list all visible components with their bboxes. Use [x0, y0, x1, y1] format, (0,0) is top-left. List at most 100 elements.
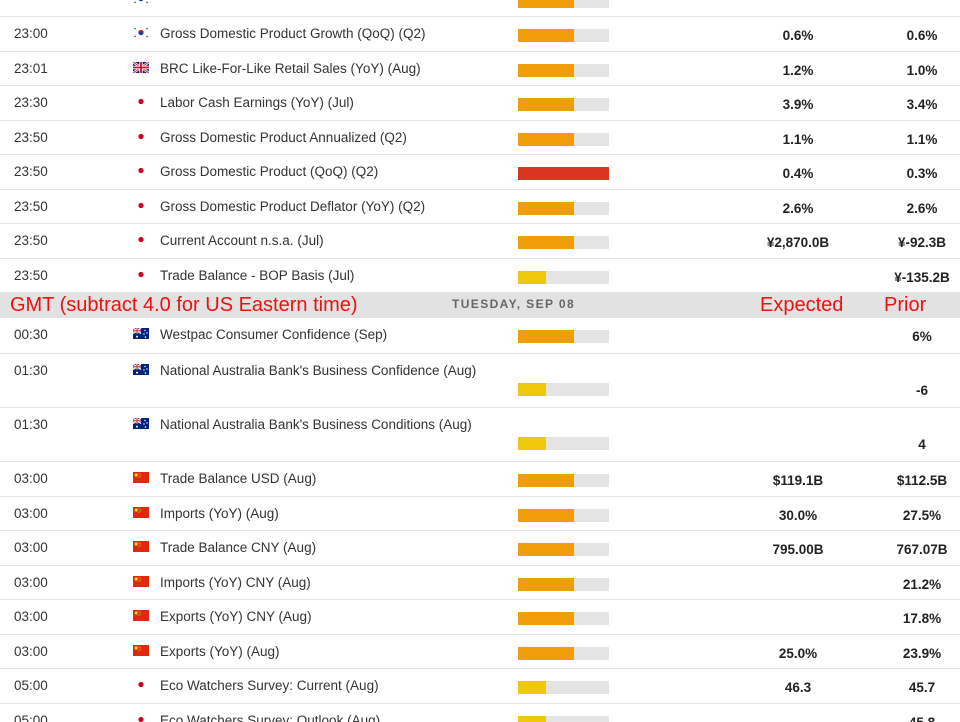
impact-bar-fill	[518, 474, 574, 487]
prior-value: $112.5B	[896, 473, 948, 488]
impact-bar	[518, 271, 609, 284]
expected-value: 0.4%	[782, 166, 814, 181]
impact-bar-fill	[518, 330, 574, 343]
event-time: 03:00	[14, 644, 48, 659]
impact-bar	[518, 681, 609, 694]
prior-value: 23.9%	[902, 646, 942, 661]
event-title: Gross Domestic Product (QoQ) (Q2)	[160, 164, 379, 179]
impact-bar	[518, 0, 609, 8]
expected-value: 30.0%	[778, 508, 818, 523]
flag-kr-icon	[133, 0, 149, 4]
flag-jp-icon	[133, 131, 149, 142]
event-row[interactable]: 05:00 Eco Watchers Survey: Outlook (Aug) 4…	[0, 704, 960, 722]
expected-column-label: Expected	[760, 294, 844, 316]
event-title: Gross Domestic Product Deflator (YoY) (Q…	[160, 199, 426, 214]
flag-jp-icon	[133, 234, 149, 245]
prior-value: 1.0%	[906, 63, 938, 78]
event-row[interactable]: 23:50 Trade Balance - BOP Basis (Jul) ¥-13…	[0, 259, 960, 293]
prior-value: 45.7	[908, 680, 936, 695]
event-row[interactable]: 23:50 Current Account n.s.a. (Jul) ¥2,870.…	[0, 224, 960, 259]
event-time: 03:00	[14, 575, 48, 590]
impact-bar-fill	[518, 271, 546, 284]
flag-cn-icon	[133, 610, 149, 621]
flag-kr-icon	[133, 27, 149, 38]
impact-bar-fill	[518, 509, 574, 522]
event-title: Current Account n.s.a. (Jul)	[160, 233, 324, 248]
event-row[interactable]: 03:00 Imports (YoY) (Aug) 30.0% 27.5%	[0, 497, 960, 531]
event-row[interactable]: 03:00 Trade Balance CNY (Aug) 795.00B 767.0…	[0, 531, 960, 566]
day-label: TUESDAY, SEP 08	[452, 297, 576, 311]
event-time: 00:30	[14, 327, 48, 342]
event-title: Imports (YoY) (Aug)	[160, 506, 279, 521]
impact-bar	[518, 98, 609, 111]
flag-cn-icon	[133, 541, 149, 552]
expected-value: ¥2,870.0B	[766, 235, 830, 250]
impact-bar	[518, 612, 609, 625]
event-row[interactable]: 23:01 BRC Like-For-Like Retail Sales (YoY…	[0, 52, 960, 86]
impact-bar-fill	[518, 0, 574, 8]
event-time: 05:00	[14, 678, 48, 693]
prior-column-label: Prior	[884, 294, 927, 316]
event-title: Eco Watchers Survey: Current (Aug)	[160, 678, 379, 693]
impact-bar	[518, 578, 609, 591]
impact-bar-fill	[518, 167, 609, 180]
event-title: Trade Balance - BOP Basis (Jul)	[160, 268, 355, 283]
event-row[interactable]: 23:50 Gross Domestic Product (QoQ) (Q2) 0.…	[0, 155, 960, 190]
prior-value: 17.8%	[902, 611, 942, 626]
event-row[interactable]: 05:00 Eco Watchers Survey: Current (Aug) 4…	[0, 669, 960, 704]
gmt-note: GMT (subtract 4.0 for US Eastern time)	[10, 294, 358, 316]
event-title: Trade Balance USD (Aug)	[160, 471, 317, 486]
impact-bar-fill	[518, 64, 574, 77]
flag-jp-icon	[133, 96, 149, 107]
impact-bar	[518, 647, 609, 660]
impact-bar	[518, 437, 609, 450]
event-row[interactable]: 01:30 National Australia Bank's Business …	[0, 408, 960, 462]
event-row[interactable]: 23:00 Gross Domestic Product Growth (QoQ)…	[0, 17, 960, 52]
prior-value: 1.1%	[906, 132, 938, 147]
expected-value: 1.1%	[782, 132, 814, 147]
event-row[interactable]: 03:00 Trade Balance USD (Aug) $119.1B $112.…	[0, 462, 960, 497]
expected-value: $119.1B	[772, 473, 824, 488]
impact-bar	[518, 330, 609, 343]
event-row[interactable]: 23:50 Gross Domestic Product Annualized (…	[0, 121, 960, 155]
prior-value: 6%	[912, 329, 932, 344]
flag-cn-icon	[133, 645, 149, 656]
impact-bar-fill	[518, 543, 574, 556]
impact-bar-fill	[518, 681, 546, 694]
event-title: National Australia Bank's Business Confi…	[160, 363, 477, 378]
prior-value: 45.8	[862, 715, 960, 722]
event-title: Exports (YoY) (Aug)	[160, 644, 280, 659]
event-title: Exports (YoY) CNY (Aug)	[160, 609, 312, 624]
impact-bar	[518, 716, 609, 722]
event-title: BRC Like-For-Like Retail Sales (YoY) (Au…	[160, 61, 421, 76]
event-row[interactable]: 01:30 National Australia Bank's Business …	[0, 354, 960, 408]
event-row[interactable]: 23:30 Labor Cash Earnings (YoY) (Jul) 3.9%…	[0, 86, 960, 121]
impact-bar-fill	[518, 437, 546, 450]
event-row[interactable]: 23:50 Gross Domestic Product Deflator (Yo…	[0, 190, 960, 224]
impact-bar	[518, 64, 609, 77]
event-row[interactable]: 03:00 Exports (YoY) CNY (Aug) 17.8%	[0, 600, 960, 635]
prior-value: 767.07B	[896, 542, 948, 557]
impact-bar	[518, 202, 609, 215]
event-time: 03:00	[14, 471, 48, 486]
event-time: 23:50	[14, 199, 48, 214]
impact-bar	[518, 133, 609, 146]
event-time: 01:30	[14, 417, 48, 432]
flag-jp-icon	[133, 679, 149, 690]
impact-bar-fill	[518, 29, 574, 42]
event-row[interactable]: 00:30 Westpac Consumer Confidence (Sep) 6%	[0, 318, 960, 354]
prior-value: 27.5%	[902, 508, 942, 523]
event-row[interactable]: 03:00 Imports (YoY) CNY (Aug) 21.2%	[0, 566, 960, 600]
impact-bar	[518, 474, 609, 487]
event-time: 23:50	[14, 164, 48, 179]
prior-value: 0.3%	[906, 166, 938, 181]
prior-value: 21.2%	[902, 577, 942, 592]
expected-value: 1.2%	[782, 63, 814, 78]
flag-au-icon	[133, 328, 149, 339]
event-row[interactable]	[0, 0, 960, 17]
event-time: 23:50	[14, 130, 48, 145]
flag-au-icon	[133, 364, 149, 375]
expected-value: 25.0%	[778, 646, 818, 661]
event-row[interactable]: 03:00 Exports (YoY) (Aug) 25.0% 23.9%	[0, 635, 960, 669]
